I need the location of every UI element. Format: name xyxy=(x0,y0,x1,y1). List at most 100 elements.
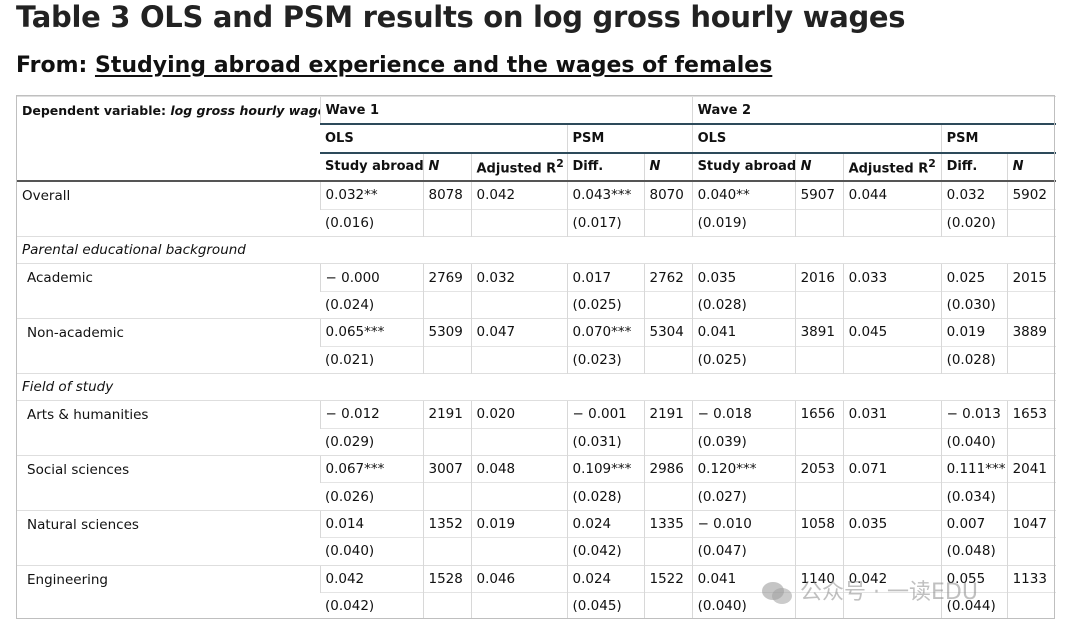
value-cell: 3891 xyxy=(794,318,844,347)
value-cell: 0.032** xyxy=(319,180,423,210)
empty-cell xyxy=(794,427,844,456)
row-label: Academic xyxy=(17,263,320,319)
value-cell: 0.070*** xyxy=(566,318,644,347)
value-cell: 0.014 xyxy=(319,509,423,538)
standard-error-cell: (0.047) xyxy=(691,537,796,566)
value-cell: 1653 xyxy=(1006,400,1057,429)
standard-error-cell: (0.034) xyxy=(940,482,1008,511)
wechat-icon xyxy=(762,582,792,604)
value-cell: 0.111*** xyxy=(940,455,1008,483)
empty-cell xyxy=(842,427,942,456)
empty-cell xyxy=(643,208,693,237)
empty-cell xyxy=(422,482,471,511)
row-label: Overall xyxy=(17,180,320,237)
results-table: Dependent variable: log gross hourly wag… xyxy=(17,96,1057,620)
standard-error-cell: (0.028) xyxy=(691,290,796,319)
wave2-header: Wave 2 xyxy=(691,96,1057,125)
empty-cell xyxy=(794,592,844,620)
value-cell: 0.024 xyxy=(566,564,644,593)
value-cell: − 0.012 xyxy=(319,400,423,429)
value-cell: 0.042 xyxy=(319,564,423,593)
value-cell: 0.047 xyxy=(470,318,567,347)
empty-cell xyxy=(470,427,567,456)
value-cell: 0.071 xyxy=(842,455,942,483)
col-n: N xyxy=(643,151,693,182)
row-label: Social sciences xyxy=(17,455,320,511)
empty-cell xyxy=(1006,482,1057,511)
empty-cell xyxy=(643,592,693,620)
wave1-psm-header: PSM xyxy=(566,123,693,153)
empty-cell xyxy=(643,482,693,511)
value-cell: 1133 xyxy=(1006,564,1057,593)
col-diff: Diff. xyxy=(940,151,1008,182)
value-cell: 2053 xyxy=(794,455,844,483)
standard-error-row: (0.021) (0.023) (0.025) (0.028) xyxy=(17,345,1057,374)
standard-error-cell: (0.040) xyxy=(940,427,1008,456)
table-row: Engineering 0.042 1528 0.046 0.024 1522 0.041 1… xyxy=(17,564,1057,620)
value-cell: 0.046 xyxy=(470,564,567,593)
standard-error-row: (0.016) (0.017) (0.019) (0.020) xyxy=(17,208,1057,237)
value-cell: 0.035 xyxy=(691,263,796,292)
standard-error-cell: (0.048) xyxy=(940,537,1008,566)
value-cell: 8078 xyxy=(422,180,471,210)
empty-cell xyxy=(422,592,471,620)
value-cell: 0.031 xyxy=(842,400,942,429)
value-cell: 0.042 xyxy=(470,180,567,210)
value-cell: 1335 xyxy=(643,509,693,538)
empty-cell xyxy=(422,345,471,374)
value-cell: − 0.010 xyxy=(691,509,796,538)
standard-error-row: (0.040) (0.042) (0.047) (0.048) xyxy=(17,537,1057,566)
standard-error-cell: (0.026) xyxy=(320,482,423,511)
value-cell: − 0.013 xyxy=(940,400,1008,429)
empty-cell xyxy=(842,537,942,566)
standard-error-cell: (0.021) xyxy=(320,345,423,374)
standard-error-cell: (0.031) xyxy=(566,427,644,456)
empty-cell xyxy=(470,208,567,237)
row-label: Arts & humanities xyxy=(17,400,320,456)
header-row-columns: Study abroad N Adjusted R2 Diff. N Study… xyxy=(17,151,1057,182)
value-cell: 2015 xyxy=(1006,263,1057,292)
article-link[interactable]: Studying abroad experience and the wages… xyxy=(94,53,773,78)
section-row: Parental educational background xyxy=(17,235,1057,264)
value-cell: 5304 xyxy=(643,318,693,347)
value-cell: 0.024 xyxy=(566,509,644,538)
empty-cell xyxy=(842,482,942,511)
value-cell: 2762 xyxy=(643,263,693,292)
value-cell: 3007 xyxy=(422,455,471,483)
value-cell: 0.048 xyxy=(470,455,567,483)
standard-error-cell: (0.040) xyxy=(320,537,423,566)
value-cell: 0.120*** xyxy=(691,455,796,483)
standard-error-cell: (0.029) xyxy=(320,427,423,456)
value-cell: 0.032 xyxy=(940,180,1008,210)
standard-error-cell: (0.020) xyxy=(940,208,1008,237)
header-row-methods: OLS PSM OLS PSM xyxy=(17,123,1057,153)
standard-error-cell: (0.025) xyxy=(691,345,796,374)
empty-cell xyxy=(1006,592,1057,620)
col-n: N xyxy=(794,151,844,182)
value-cell: − 0.001 xyxy=(566,400,644,429)
value-cell: − 0.000 xyxy=(319,263,423,292)
value-cell: 1352 xyxy=(422,509,471,538)
empty-cell xyxy=(794,482,844,511)
watermark-text: 公众号 · 一读EDU xyxy=(800,580,978,605)
row-label: Non-academic xyxy=(17,318,320,374)
standard-error-cell: (0.017) xyxy=(566,208,644,237)
value-cell: 5907 xyxy=(794,180,844,210)
value-cell: 3889 xyxy=(1006,318,1057,347)
value-cell: 0.044 xyxy=(842,180,942,210)
value-cell: 2191 xyxy=(643,400,693,429)
standard-error-cell: (0.030) xyxy=(940,290,1008,319)
empty-cell xyxy=(794,537,844,566)
value-cell: 2191 xyxy=(422,400,471,429)
value-cell: 0.017 xyxy=(566,263,644,292)
table-row: Overall 0.032** 8078 0.042 0.043*** 8070 0.040… xyxy=(17,180,1057,237)
table-row: Natural sciences 0.014 1352 0.019 0.024 1335−… xyxy=(17,509,1057,566)
empty-cell xyxy=(1006,537,1057,566)
value-cell: 5902 xyxy=(1006,180,1057,210)
standard-error-cell: (0.042) xyxy=(320,592,423,620)
standard-error-row: (0.024) (0.025) (0.028) (0.030) xyxy=(17,290,1057,319)
section-label: Field of study xyxy=(17,372,1057,401)
empty-cell xyxy=(470,482,567,511)
empty-cell xyxy=(1006,345,1057,374)
col-study-abroad: Study abroad xyxy=(320,151,423,182)
